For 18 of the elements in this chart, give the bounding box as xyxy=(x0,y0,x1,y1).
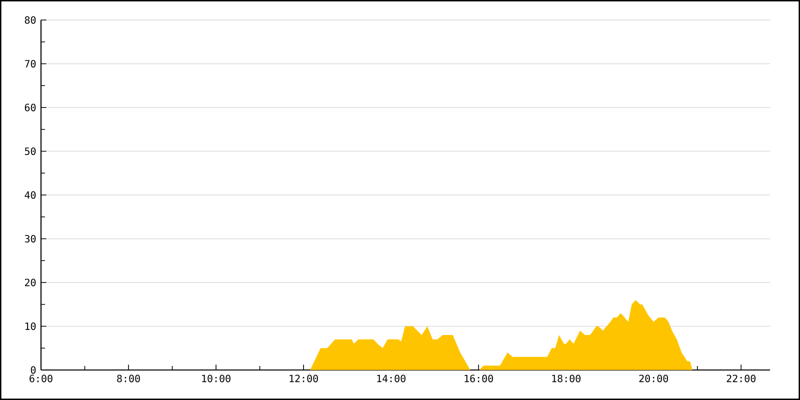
y-tick-label: 80 xyxy=(24,16,36,24)
y-tick-label: 70 xyxy=(24,60,36,68)
x-tick-label: 10:00 xyxy=(202,374,230,382)
y-tick-label: 60 xyxy=(24,104,36,112)
x-tick-label: 22:00 xyxy=(726,374,756,382)
y-tick-label: 40 xyxy=(24,191,36,199)
y-tick-label: 50 xyxy=(24,147,36,156)
y-tick-label: 20 xyxy=(24,278,36,286)
x-tick-label: 20:00 xyxy=(639,374,668,382)
x-tick-label: 18:00 xyxy=(552,374,580,382)
x-tick-label: 16:00 xyxy=(464,374,493,382)
y-tick-label: 10 xyxy=(25,322,36,330)
y-tick-label: 30 xyxy=(24,234,36,243)
x-tick-label: 12:00 xyxy=(290,374,318,382)
x-tick-label: 8:00 xyxy=(117,374,140,382)
y-tick-label: 0 xyxy=(30,366,36,374)
x-tick-label: 6:00 xyxy=(30,374,52,382)
x-tick-label: 14:00 xyxy=(377,374,406,382)
